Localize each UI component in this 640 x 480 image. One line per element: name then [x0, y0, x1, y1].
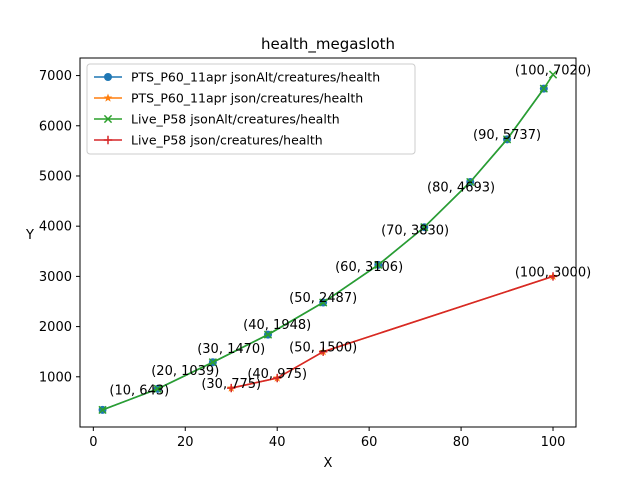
data-point	[548, 70, 558, 79]
data-point	[318, 347, 328, 356]
data-point	[263, 330, 273, 339]
y-tick-label: 4000	[39, 220, 72, 235]
y-tick-label: 6000	[39, 119, 72, 134]
axes-frame	[79, 57, 577, 428]
x-tick-label: 80	[453, 435, 470, 450]
data-point	[153, 384, 162, 393]
legend-box	[86, 63, 416, 155]
legend-marker	[103, 135, 113, 145]
x-tick-label: 60	[361, 435, 378, 450]
x-axis-label: X	[324, 456, 333, 471]
data-label: (100, 3000)	[515, 265, 591, 280]
x-tick-label: 0	[89, 435, 97, 450]
y-axis-label: Y	[25, 228, 34, 243]
data-label: (80, 4693)	[427, 180, 495, 195]
plot-area: 0 20 40 60 80 100 1000 2000 3000 4000 5000 6000 7000…	[39, 57, 591, 450]
data-label: (90, 5737)	[473, 128, 541, 143]
y-tick-label: 5000	[39, 169, 72, 184]
legend-marker	[104, 73, 112, 81]
legend-label: Live_P58 jsonAlt/creatures/health	[131, 112, 340, 127]
data-label: (30, 1470)	[197, 342, 265, 357]
data-point	[502, 135, 512, 144]
data-label: (30, 775)	[201, 377, 261, 392]
legend-label: PTS_P60_11apr jsonAlt/creatures/health	[131, 70, 380, 85]
data-label: (40, 1948)	[243, 318, 311, 333]
data-point	[548, 272, 558, 281]
y-tick-label: 3000	[39, 270, 72, 285]
series-line	[231, 275, 554, 389]
data-point	[273, 373, 282, 383]
data-point	[466, 177, 475, 187]
chart-title: health_megasloth	[261, 35, 395, 54]
data-label: (50, 1500)	[289, 341, 357, 356]
data-point	[374, 260, 383, 269]
y-tick-label: 1000	[39, 370, 72, 385]
data-label: (70, 3830)	[381, 224, 449, 239]
legend-marker	[103, 93, 113, 102]
data-point	[319, 298, 328, 307]
data-label: (100, 7020)	[515, 64, 591, 79]
data-label: (10, 643)	[109, 384, 169, 399]
data-point	[420, 223, 429, 232]
legend-label: Live_P58 json/creatures/health	[131, 133, 323, 148]
y-tick-label: 7000	[39, 69, 72, 84]
data-label: (60, 3106)	[335, 260, 403, 275]
x-tick-label: 100	[541, 435, 566, 450]
data-label: (20, 1039)	[151, 364, 219, 379]
legend-label: PTS_P60_11apr json/creatures/health	[131, 91, 363, 106]
legend: PTS_P60_11apr jsonAlt/creatures/health PT…	[86, 63, 416, 155]
data-point	[208, 358, 217, 367]
data-point	[539, 84, 548, 93]
data-label: (40, 975)	[247, 367, 307, 382]
data-label: (50, 2487)	[289, 291, 357, 306]
data-point	[98, 405, 107, 415]
x-tick-label: 40	[269, 435, 286, 450]
legend-marker	[103, 114, 113, 124]
y-tick-label: 2000	[39, 320, 72, 335]
data-point	[227, 383, 236, 393]
x-tick-label: 20	[177, 435, 194, 450]
